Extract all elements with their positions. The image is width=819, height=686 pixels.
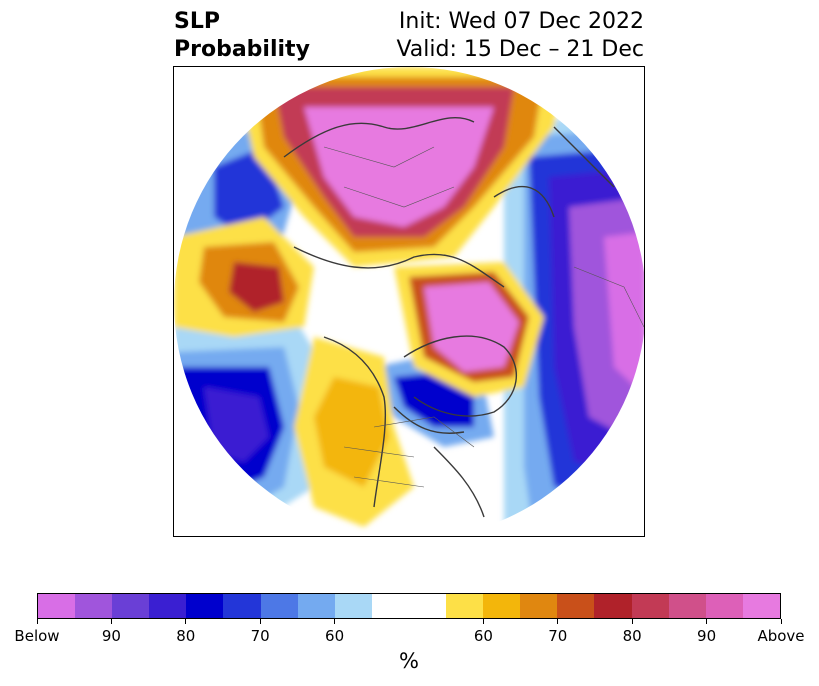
colorbar-swatch: [742, 594, 780, 618]
colorbar-label: %: [399, 649, 419, 673]
colorbar-tick-mark: [706, 619, 708, 624]
colorbar-tick-mark: [780, 619, 782, 624]
chart-title-right: Init: Wed 07 Dec 2022 Valid: 15 Dec – 21…: [396, 8, 644, 64]
colorbar-swatch: [631, 594, 669, 618]
colorbar-tick-mark: [110, 619, 112, 624]
colorbar-swatch: [223, 594, 261, 618]
colorbar-tick-mark: [557, 619, 559, 624]
polar-map: [174, 67, 644, 536]
colorbar: [37, 593, 781, 619]
colorbar-tick-mark: [259, 619, 261, 624]
colorbar-swatch: [520, 594, 558, 618]
colorbar-tick-mark: [482, 619, 484, 624]
colorbar-tick-label: 70: [548, 627, 568, 645]
colorbar-tick-mark: [631, 619, 633, 624]
colorbar-tick-label: 90: [101, 627, 121, 645]
colorbar-swatch: [260, 594, 298, 618]
colorbar-swatch: [297, 594, 335, 618]
valid-range: Valid: 15 Dec – 21 Dec: [396, 37, 644, 62]
colorbar-swatch: [408, 594, 447, 618]
colorbar-swatch: [112, 594, 150, 618]
colorbar-tick-label: Below: [14, 627, 60, 645]
title-variable: SLP: [174, 9, 220, 34]
colorbar-swatch: [594, 594, 632, 618]
map-panel: [173, 66, 645, 537]
colorbar-swatch: [75, 594, 113, 618]
init-date: Init: Wed 07 Dec 2022: [398, 9, 644, 34]
colorbar-tick-label: 90: [697, 627, 717, 645]
colorbar-swatch: [186, 594, 224, 618]
colorbar-swatch: [705, 594, 743, 618]
chart-title-left: SLP Probability: [174, 8, 310, 64]
colorbar-tick-label: 60: [473, 627, 493, 645]
colorbar-swatch: [334, 594, 372, 618]
colorbar-swatch: [557, 594, 595, 618]
colorbar-swatch: [483, 594, 521, 618]
colorbar-swatch: [149, 594, 187, 618]
colorbar-tick-label: 70: [250, 627, 270, 645]
colorbar-tick-label: 80: [622, 627, 642, 645]
colorbar-tick-label: 80: [176, 627, 196, 645]
colorbar-tick-mark: [185, 619, 187, 624]
colorbar-swatch: [668, 594, 706, 618]
colorbar-tick-mark: [36, 619, 38, 624]
colorbar-swatch: [38, 594, 76, 618]
probability-field: [174, 67, 644, 536]
colorbar-swatch: [371, 594, 409, 618]
political-borders: [323, 146, 644, 488]
title-type: Probability: [174, 37, 310, 62]
colorbar-tick-mark: [334, 619, 336, 624]
colorbar-tick-label: Above: [757, 627, 805, 645]
colorbar-swatch: [446, 594, 484, 618]
colorbar-tick-label: 60: [325, 627, 345, 645]
coastlines: [283, 117, 615, 518]
